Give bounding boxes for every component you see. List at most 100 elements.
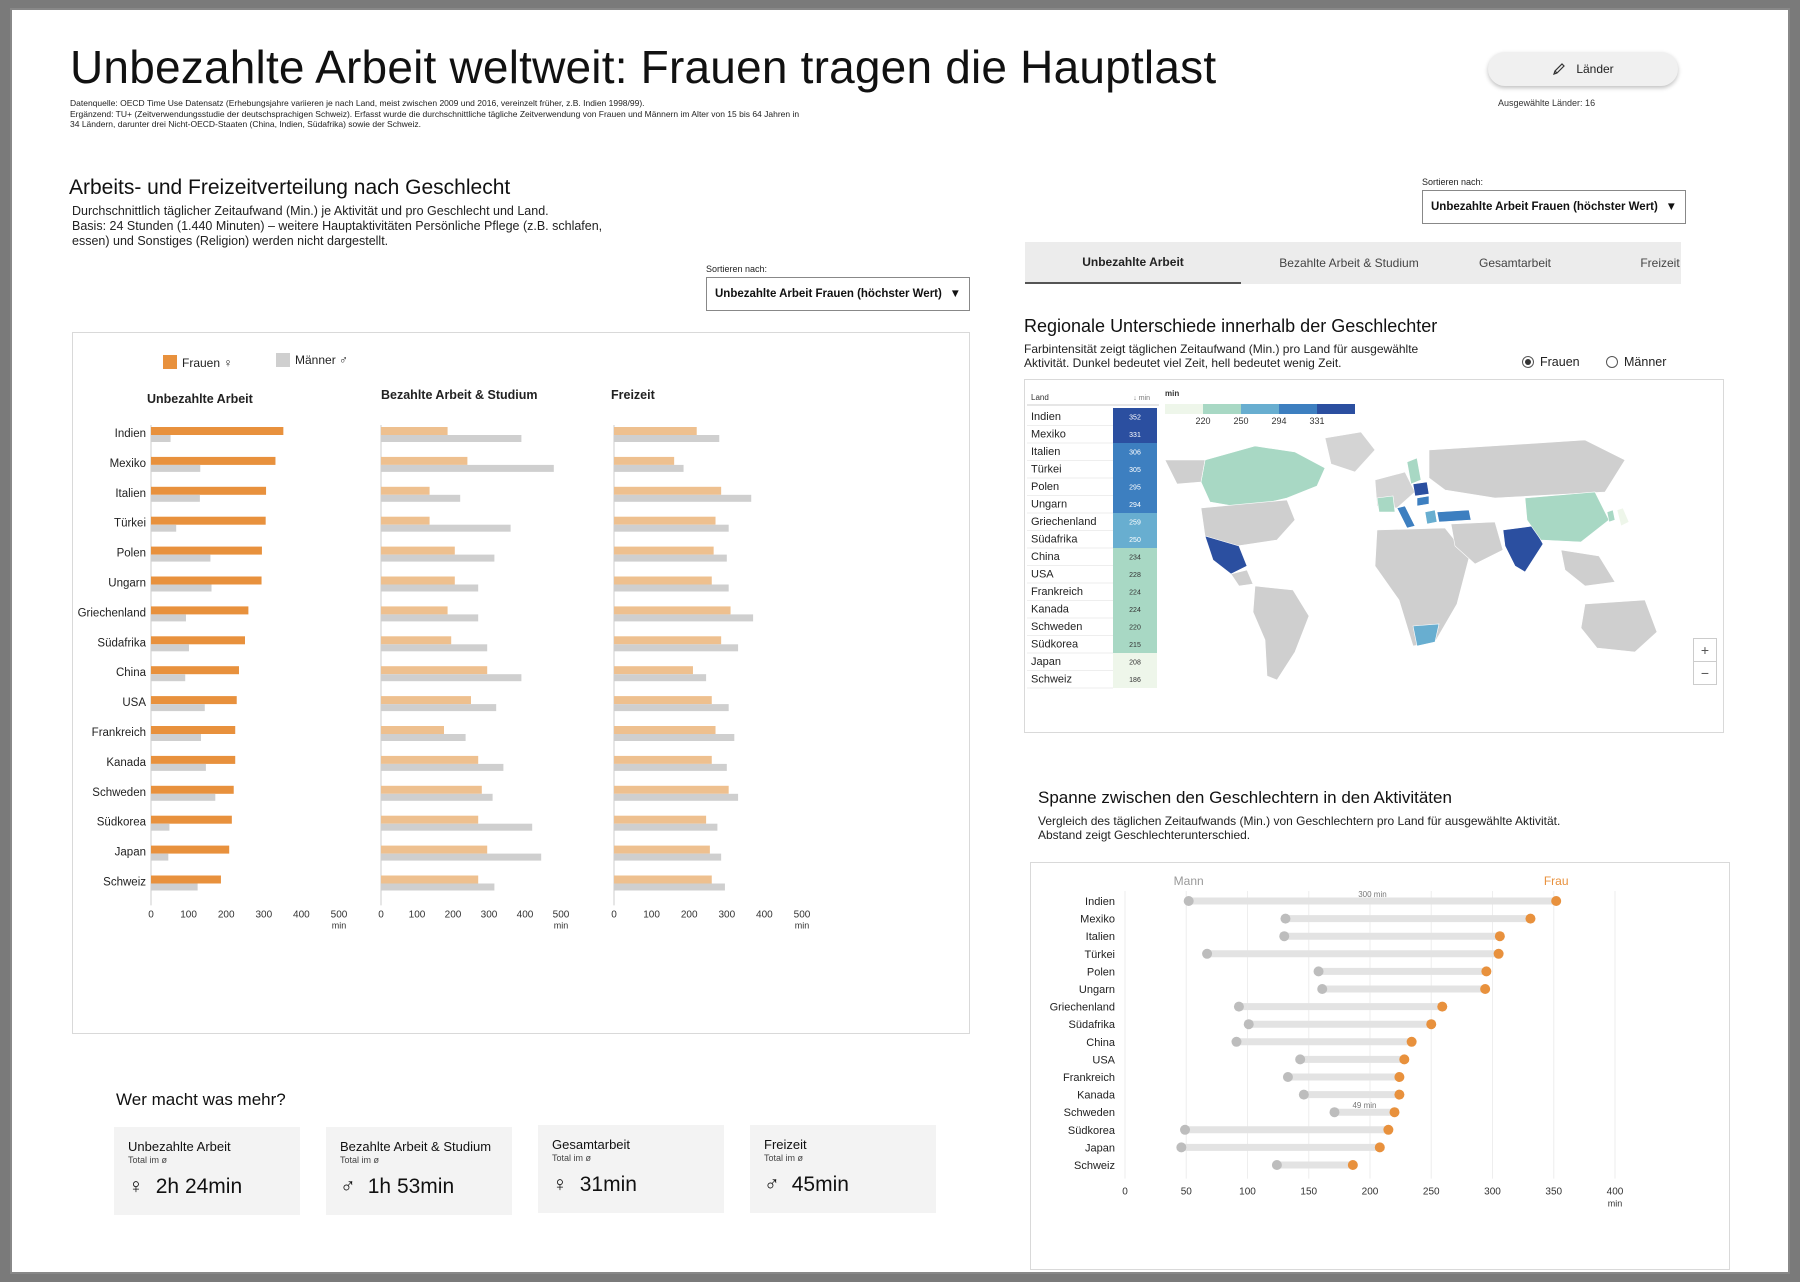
dumbbell-dot-mann <box>1280 913 1291 924</box>
dumbbell-dot-frau <box>1551 896 1562 906</box>
map-japan <box>1616 507 1630 527</box>
summary-card-sub: Total im ø <box>552 1153 592 1163</box>
bar-maenner <box>151 524 177 532</box>
bar-frauen <box>151 815 232 824</box>
heat-row-label: USA <box>1031 569 1054 581</box>
dumbbell-dot-frau <box>1480 984 1491 994</box>
bar-category-label: Kanada <box>106 757 146 769</box>
bar-maenner <box>151 435 171 442</box>
dumbbell-category-label: Indien <box>1085 896 1115 908</box>
bar-maenner <box>614 524 729 532</box>
pencil-icon <box>1553 63 1566 75</box>
summary-card: Freizeit Total im ø ♂ 45min <box>750 1125 936 1213</box>
bar-frauen <box>381 546 455 555</box>
laender-button[interactable]: Länder <box>1488 52 1678 86</box>
dumbbell-dot-frau <box>1406 1036 1417 1047</box>
left-sort-select[interactable]: Unbezahlte Arbeit Frauen (höchster Wert)… <box>706 277 970 311</box>
dumbbell-annotation: 300 min <box>1358 890 1386 899</box>
right-sort-select[interactable]: Unbezahlte Arbeit Frauen (höchster Wert)… <box>1422 190 1686 224</box>
dumbbell-category-label: Frankreich <box>1063 1072 1115 1084</box>
dumbbell-category-label: Mexiko <box>1080 914 1115 926</box>
dumbbell-category-label: Griechenland <box>1050 1002 1115 1014</box>
zoom-out-button[interactable]: − <box>1693 661 1717 685</box>
heat-cell <box>1113 530 1157 548</box>
heat-cell-value: 186 <box>1129 677 1141 684</box>
legend-label-maenner: Männer ♂ <box>295 353 348 367</box>
summary-card-value: ♂ 45min <box>764 1173 849 1197</box>
bar-frauen <box>614 726 716 734</box>
bar-frauen <box>614 546 714 555</box>
heat-cell <box>1113 635 1157 653</box>
bar-maenner <box>381 464 554 472</box>
heat-cell <box>1113 443 1157 461</box>
tab-unbezahlte-arbeit[interactable]: Unbezahlte Arbeit <box>1025 242 1241 284</box>
dumbbell-dot-mann <box>1176 1142 1187 1153</box>
dumbbell-x-tick: 350 <box>1545 1187 1562 1198</box>
dumbbell-dot-frau <box>1374 1142 1385 1153</box>
heat-head-land: Land <box>1031 393 1049 402</box>
tab-bezahlte-arbeit[interactable]: Bezahlte Arbeit & Studium <box>1279 256 1419 270</box>
heat-cell-value: 234 <box>1129 555 1141 562</box>
map-legend-swatch <box>1317 404 1355 414</box>
world-map <box>1164 431 1658 681</box>
heat-cell <box>1113 600 1157 618</box>
bar-frauen <box>381 516 430 525</box>
dumbbell-x-tick: 300 <box>1484 1187 1501 1198</box>
bar-frauen <box>381 696 471 705</box>
dumbbell-dot-mann <box>1295 1054 1306 1065</box>
dumbbell-legend-frau: Frau <box>1544 874 1569 888</box>
bar-x-tick: 200 <box>218 909 235 920</box>
dumbbell-dot-frau <box>1383 1124 1394 1135</box>
female-icon: ♀ <box>552 1173 568 1196</box>
bar-chart-title: Freizeit <box>611 388 656 402</box>
left-desc-line-1: Durchschnittlich täglicher Zeitaufwand (… <box>72 204 549 218</box>
zoom-in-button[interactable]: + <box>1693 638 1717 662</box>
summary-card-title: Freizeit <box>764 1137 807 1152</box>
dumbbell-panel: Mann Frau 0 50 100 150 200 250 300 350 400 min Ind… <box>1030 862 1730 1270</box>
heat-cell-value: 224 <box>1129 607 1141 614</box>
bar-frauen <box>151 636 245 645</box>
heat-cell-value: 215 <box>1129 642 1141 649</box>
bar-maenner <box>381 494 461 502</box>
bar-frauen <box>381 785 482 794</box>
bar-frauen <box>614 875 712 884</box>
tab-gesamtarbeit[interactable]: Gesamtarbeit <box>1478 256 1552 270</box>
radio-maenner[interactable]: Männer <box>1606 355 1666 369</box>
bar-maenner <box>151 644 189 652</box>
dumbbell-annotation: 49 min <box>1352 1101 1376 1110</box>
bar-maenner <box>614 823 718 831</box>
bar-category-label: Indien <box>115 428 146 440</box>
heat-row-label: Kanada <box>1031 604 1070 616</box>
radio-frauen[interactable]: Frauen <box>1522 355 1580 369</box>
bar-x-tick: 0 <box>611 909 617 920</box>
heat-cell <box>1113 425 1157 443</box>
bar-maenner <box>381 734 466 741</box>
dumbbell-dot-mann <box>1180 1124 1191 1135</box>
bar-frauen <box>614 636 722 645</box>
dumbbell-dot-mann <box>1202 948 1213 959</box>
map-desc-line-1: Farbintensität zeigt täglichen Zeitaufwa… <box>1024 342 1419 356</box>
summary-card-number: 45min <box>791 1173 849 1196</box>
bar-frauen <box>614 427 697 435</box>
bar-x-tick: 500 <box>794 909 811 920</box>
radio-frauen-label: Frauen <box>1540 355 1580 369</box>
heat-row-label: Indien <box>1031 411 1061 423</box>
dumbbell-x-tick: 400 <box>1607 1187 1624 1198</box>
tab-freizeit[interactable]: Freizeit <box>1640 256 1680 270</box>
bar-frauen <box>381 456 468 465</box>
map-greenland <box>1324 431 1376 473</box>
span-desc: Vergleich des täglichen Zeitaufwands (Mi… <box>1038 814 1678 842</box>
heat-cell <box>1113 548 1157 566</box>
chevron-down-icon: ▼ <box>949 288 961 300</box>
bar-category-label: Mexiko <box>110 458 146 470</box>
bar-x-tick: 0 <box>378 909 384 920</box>
summary-card-sub: Total im ø <box>340 1155 380 1165</box>
bar-category-label: Japan <box>115 847 146 859</box>
heat-cell <box>1113 583 1157 601</box>
map-desc-line-2: Aktivität. Dunkel bedeutet viel Zeit, he… <box>1024 356 1342 370</box>
bar-frauen <box>614 696 712 705</box>
heat-row-label: China <box>1031 551 1061 563</box>
bar-category-label: Südafrika <box>97 637 146 649</box>
map-legend-swatch <box>1241 404 1279 414</box>
